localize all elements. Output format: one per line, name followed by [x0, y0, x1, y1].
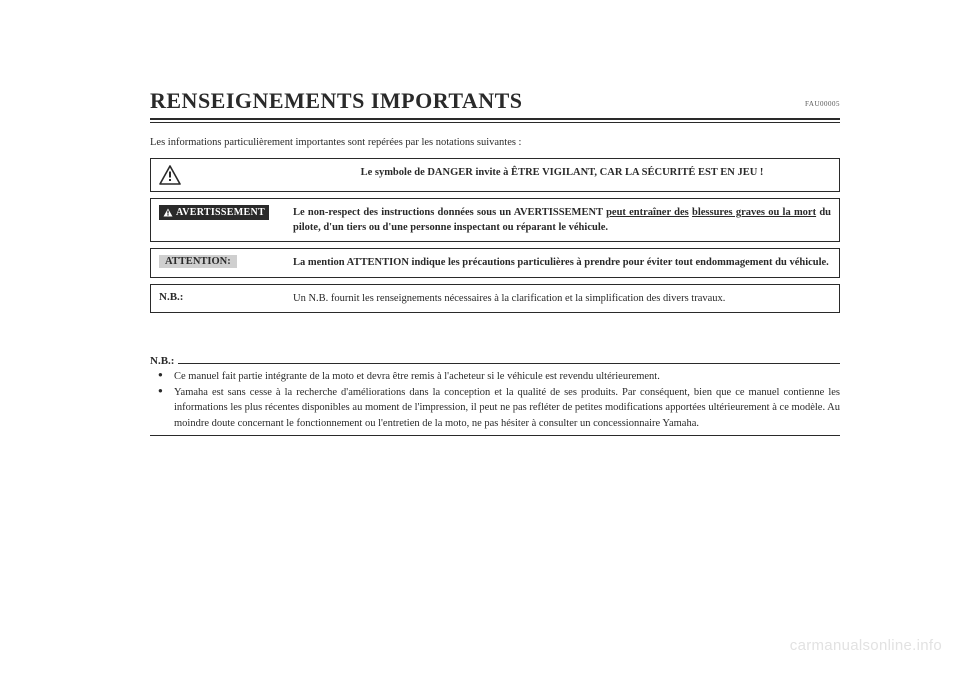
avertissement-badge: AVERTISSEMENT — [159, 205, 269, 220]
intro-text: Les informations particulièrement import… — [150, 137, 840, 148]
nb-text: Un N.B. fournit les renseignements néces… — [293, 291, 831, 306]
nb-label: N.B.: — [159, 291, 183, 303]
avertissement-label-wrap: AVERTISSEMENT — [159, 205, 293, 220]
avertissement-label: AVERTISSEMENT — [176, 207, 265, 218]
notes-header-rule — [178, 363, 840, 364]
list-item: Yamaha est sans cesse à la recherche d'a… — [166, 385, 840, 431]
avertissement-text: Le non-respect des instructions données … — [293, 205, 831, 235]
page-code: FAU00005 — [805, 100, 840, 114]
attention-label-wrap: ATTENTION: — [159, 255, 293, 268]
danger-triangle-icon — [159, 165, 293, 185]
header-rule — [150, 118, 840, 123]
danger-box: Le symbole de DANGER invite à ÊTRE VIGIL… — [150, 158, 840, 192]
notes-end-rule — [150, 435, 840, 436]
notes-list: Ce manuel fait partie intégrante de la m… — [150, 369, 840, 431]
nb-label-wrap: N.B.: — [159, 291, 293, 303]
notes-header: N.B.: — [150, 355, 840, 367]
avert-u1: peut entraîner des — [606, 207, 689, 218]
notes-section: N.B.: Ce manuel fait partie intégrante d… — [150, 355, 840, 436]
page-title: RENSEIGNEMENTS IMPORTANTS — [150, 88, 805, 114]
warning-triangle-icon — [163, 208, 173, 217]
header-row: RENSEIGNEMENTS IMPORTANTS FAU00005 — [150, 88, 840, 114]
danger-text: Le symbole de DANGER invite à ÊTRE VIGIL… — [293, 165, 831, 180]
attention-text: La mention ATTENTION indique les précaut… — [293, 255, 831, 270]
avert-pre: Le non-respect des instructions données … — [293, 207, 606, 218]
notes-label: N.B.: — [150, 355, 174, 367]
watermark: carmanualsonline.info — [790, 637, 942, 654]
list-item: Ce manuel fait partie intégrante de la m… — [166, 369, 840, 384]
nb-box: N.B.: Un N.B. fournit les renseignements… — [150, 284, 840, 313]
document-page: RENSEIGNEMENTS IMPORTANTS FAU00005 Les i… — [150, 88, 840, 436]
avert-u2: blessures graves ou la mort — [692, 207, 816, 218]
attention-label: ATTENTION: — [159, 255, 237, 268]
attention-box: ATTENTION: La mention ATTENTION indique … — [150, 248, 840, 277]
attention-text-inner: La mention ATTENTION indique les précaut… — [293, 257, 829, 268]
avertissement-box: AVERTISSEMENT Le non-respect des instruc… — [150, 198, 840, 242]
